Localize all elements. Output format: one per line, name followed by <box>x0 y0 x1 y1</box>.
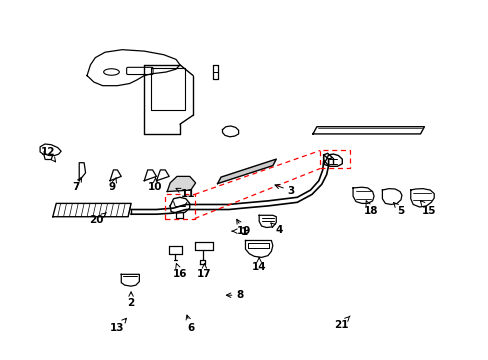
Text: 6: 6 <box>186 315 194 333</box>
Text: 18: 18 <box>363 201 377 216</box>
Text: 12: 12 <box>41 147 56 162</box>
Polygon shape <box>167 176 195 192</box>
Text: 3: 3 <box>274 184 294 196</box>
Text: 5: 5 <box>393 202 404 216</box>
Text: 1: 1 <box>236 219 247 237</box>
Text: 15: 15 <box>419 201 436 216</box>
Text: 7: 7 <box>72 177 81 192</box>
Text: 4: 4 <box>270 223 282 235</box>
Text: 2: 2 <box>127 292 134 308</box>
Text: 14: 14 <box>251 257 266 272</box>
Text: 20: 20 <box>89 212 106 225</box>
Text: 11: 11 <box>176 188 195 199</box>
Text: 16: 16 <box>172 264 187 279</box>
Text: 21: 21 <box>333 316 349 330</box>
Text: 9: 9 <box>109 178 116 192</box>
Polygon shape <box>53 203 131 217</box>
Text: 10: 10 <box>148 178 163 192</box>
Text: 17: 17 <box>197 264 211 279</box>
Text: 13: 13 <box>110 318 126 333</box>
Polygon shape <box>217 159 276 184</box>
Text: 19: 19 <box>232 226 250 236</box>
Text: 8: 8 <box>226 290 243 300</box>
